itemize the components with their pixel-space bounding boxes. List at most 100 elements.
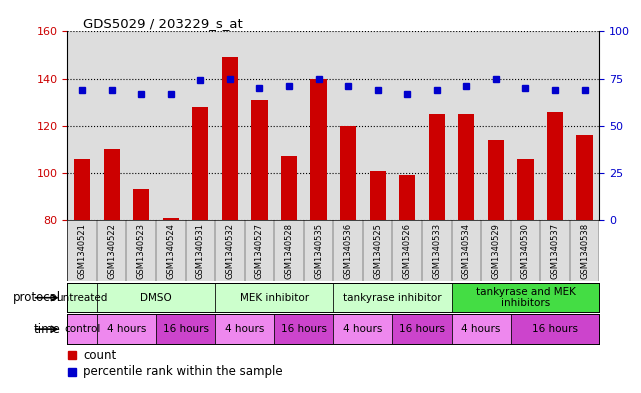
Text: GSM1340537: GSM1340537 (551, 223, 560, 279)
Bar (511, 220, 540, 281)
Bar (67, 314, 97, 344)
Text: GDS5029 / 203229_s_at: GDS5029 / 203229_s_at (83, 17, 243, 30)
Bar (511, 31, 540, 220)
Text: GSM1340538: GSM1340538 (580, 223, 589, 279)
Bar (333, 283, 451, 312)
Bar (192, 107, 208, 220)
Text: GSM1340535: GSM1340535 (314, 223, 323, 279)
Bar (481, 220, 511, 281)
Bar (304, 220, 333, 281)
Text: control: control (64, 324, 100, 334)
Bar (481, 31, 511, 220)
Bar (570, 220, 599, 281)
Text: GSM1340525: GSM1340525 (373, 223, 382, 279)
Bar (215, 31, 245, 220)
Bar (74, 159, 90, 220)
Text: GSM1340531: GSM1340531 (196, 223, 205, 279)
Bar (392, 314, 451, 344)
Bar (451, 314, 511, 344)
Text: percentile rank within the sample: percentile rank within the sample (83, 365, 283, 378)
Bar (422, 220, 451, 281)
Bar (245, 220, 274, 281)
Bar (429, 114, 445, 220)
Bar (369, 171, 386, 220)
Bar (156, 31, 185, 220)
Bar (333, 31, 363, 220)
Text: GSM1340529: GSM1340529 (492, 223, 501, 279)
Bar (103, 149, 120, 220)
Text: 16 hours: 16 hours (532, 324, 578, 334)
Text: GSM1340522: GSM1340522 (107, 223, 116, 279)
Bar (97, 31, 126, 220)
Bar (215, 314, 274, 344)
Bar (488, 140, 504, 220)
Bar (451, 283, 599, 312)
Bar (422, 31, 451, 220)
Bar (333, 314, 392, 344)
Text: time: time (34, 323, 61, 336)
Bar (333, 220, 363, 281)
Bar (304, 31, 333, 220)
Bar (310, 79, 327, 220)
Text: 4 hours: 4 hours (462, 324, 501, 334)
Text: 4 hours: 4 hours (225, 324, 264, 334)
Text: 16 hours: 16 hours (399, 324, 445, 334)
Bar (222, 57, 238, 220)
Bar (392, 31, 422, 220)
Text: GSM1340527: GSM1340527 (255, 223, 264, 279)
Bar (511, 314, 599, 344)
Text: GSM1340521: GSM1340521 (78, 223, 87, 279)
Text: GSM1340523: GSM1340523 (137, 223, 146, 279)
Text: tankyrase and MEK
inhibitors: tankyrase and MEK inhibitors (476, 287, 576, 309)
Bar (281, 156, 297, 220)
Bar (126, 220, 156, 281)
Bar (156, 314, 215, 344)
Bar (156, 220, 185, 281)
Bar (185, 220, 215, 281)
Text: GSM1340536: GSM1340536 (344, 223, 353, 279)
Bar (547, 112, 563, 220)
Bar (251, 100, 267, 220)
Text: 4 hours: 4 hours (107, 324, 146, 334)
Text: GSM1340526: GSM1340526 (403, 223, 412, 279)
Text: untreated: untreated (56, 293, 108, 303)
Bar (274, 31, 304, 220)
Bar (126, 31, 156, 220)
Text: 4 hours: 4 hours (343, 324, 383, 334)
Bar (215, 220, 245, 281)
Text: GSM1340533: GSM1340533 (432, 223, 441, 279)
Bar (363, 220, 392, 281)
Bar (97, 314, 156, 344)
Text: GSM1340532: GSM1340532 (226, 223, 235, 279)
Bar (363, 31, 392, 220)
Bar (540, 31, 570, 220)
Bar (274, 314, 333, 344)
Bar (540, 220, 570, 281)
Bar (451, 31, 481, 220)
Bar (133, 189, 149, 220)
Bar (458, 114, 474, 220)
Text: GSM1340528: GSM1340528 (285, 223, 294, 279)
Text: MEK inhibitor: MEK inhibitor (240, 293, 309, 303)
Text: DMSO: DMSO (140, 293, 172, 303)
Text: tankyrase inhibitor: tankyrase inhibitor (343, 293, 442, 303)
Bar (340, 126, 356, 220)
Bar (97, 220, 126, 281)
Bar (67, 220, 97, 281)
Text: protocol: protocol (13, 291, 61, 304)
Bar (399, 175, 415, 220)
Text: GSM1340524: GSM1340524 (166, 223, 175, 279)
Bar (392, 220, 422, 281)
Bar (67, 31, 97, 220)
Text: 16 hours: 16 hours (163, 324, 208, 334)
Bar (67, 283, 97, 312)
Text: GSM1340534: GSM1340534 (462, 223, 471, 279)
Bar (245, 31, 274, 220)
Bar (570, 31, 599, 220)
Bar (451, 220, 481, 281)
Text: 16 hours: 16 hours (281, 324, 327, 334)
Bar (215, 283, 333, 312)
Text: count: count (83, 349, 117, 362)
Bar (185, 31, 215, 220)
Bar (274, 220, 304, 281)
